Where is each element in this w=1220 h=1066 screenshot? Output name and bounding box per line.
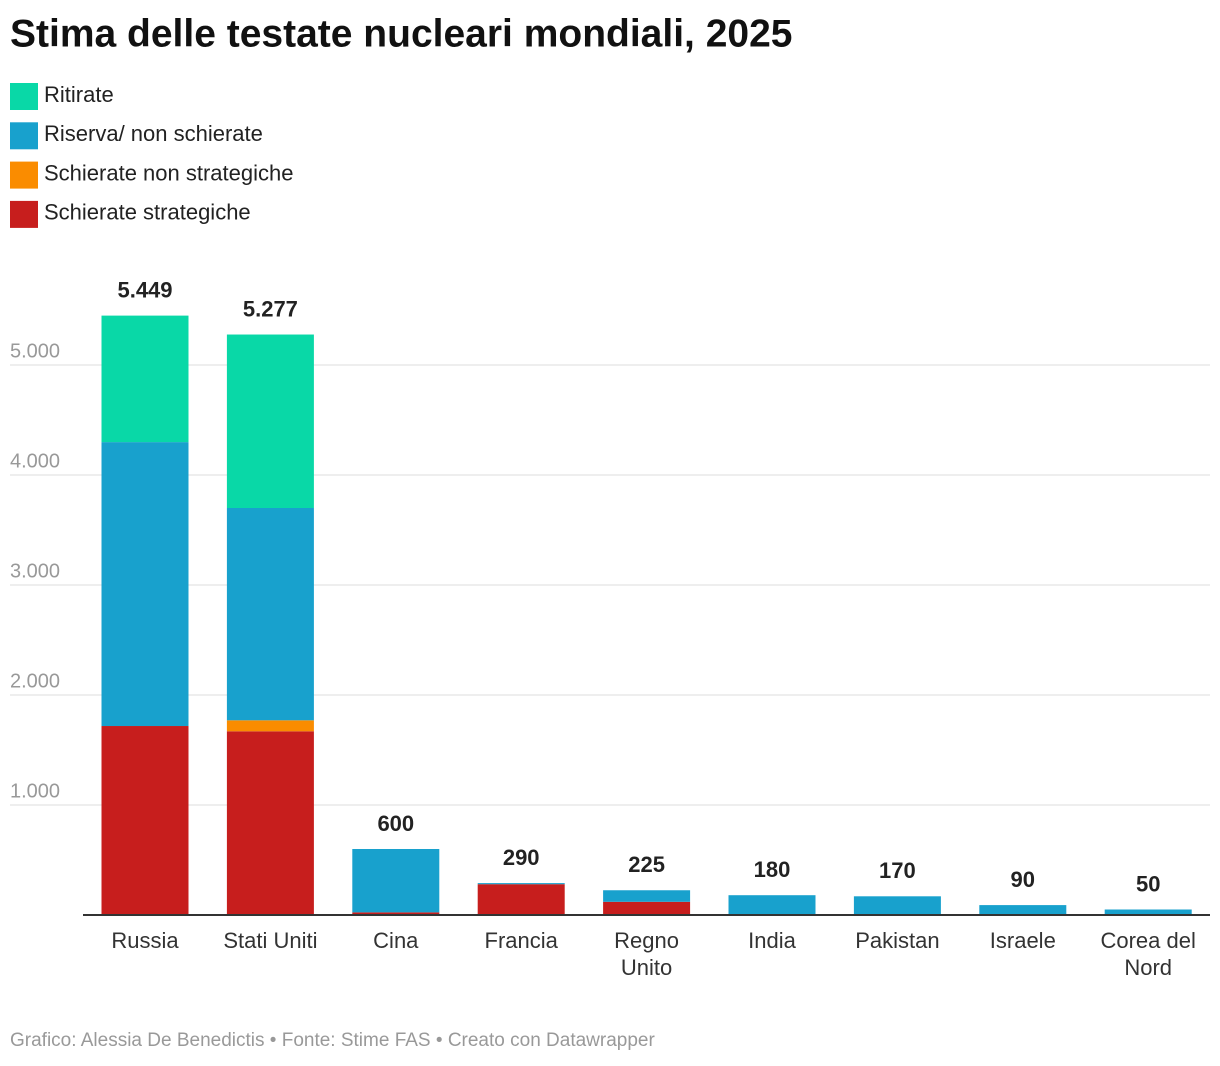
total-label: 290 [503,845,540,870]
total-label: 170 [879,858,916,883]
x-tick-label: India [748,928,796,953]
bar-segment [352,912,440,915]
x-tick-label: Francia [484,928,558,953]
bar-segment [226,508,314,721]
legend-label: Ritirate [44,82,114,107]
total-label: 90 [1011,867,1035,892]
x-tick-label: Cina [373,928,419,953]
x-tick-label: Regno Unito [614,928,680,980]
bar-segment [728,895,816,915]
bar-segment [226,731,314,915]
legend-swatch [10,200,38,228]
legend-label: Schierate non strategiche [44,160,294,185]
legend-label: Riserva/ non schierate [44,121,263,146]
bar-segment [101,315,189,443]
x-tick-label: Pakistan [855,928,940,953]
bar-segment [1104,909,1192,915]
bar-segment [226,334,314,508]
y-tick-label: 5.000 [10,340,60,362]
y-tick-label: 4.000 [10,450,60,472]
legend-swatch [10,83,38,110]
bar-segment [352,849,440,913]
x-tick-label: Stati Uniti [223,928,318,953]
bar-segment [477,883,565,885]
bar-segment [101,726,189,915]
total-label: 600 [377,811,414,836]
total-label: 225 [628,852,665,877]
total-label: 50 [1136,871,1160,896]
bar-segment [477,884,565,915]
x-tick-label: Israele [989,928,1056,953]
y-tick-label: 3.000 [10,560,60,582]
total-label: 180 [754,857,791,882]
y-tick-label: 2.000 [10,670,60,692]
y-tick-label: 1.000 [10,780,60,802]
legend-label: Schierate strategiche [44,200,251,225]
bar-segment [603,890,691,902]
total-label: 5.277 [243,296,298,321]
x-tick-label: Corea del Nord [1100,928,1196,980]
bar-segment [101,442,189,727]
legend-swatch [10,122,38,150]
bar-segment [603,901,691,915]
bar-segment [979,905,1067,915]
chart-title: Stima delle testate nucleari mondiali, 2… [10,12,792,55]
bar-segment [226,720,314,732]
legend-swatch [10,161,38,189]
total-label: 5.449 [117,277,172,302]
bar-segment [853,896,941,915]
x-tick-label: Russia [111,928,179,953]
footer: Grafico: Alessia De Benedictis • Fonte: … [10,1030,655,1051]
